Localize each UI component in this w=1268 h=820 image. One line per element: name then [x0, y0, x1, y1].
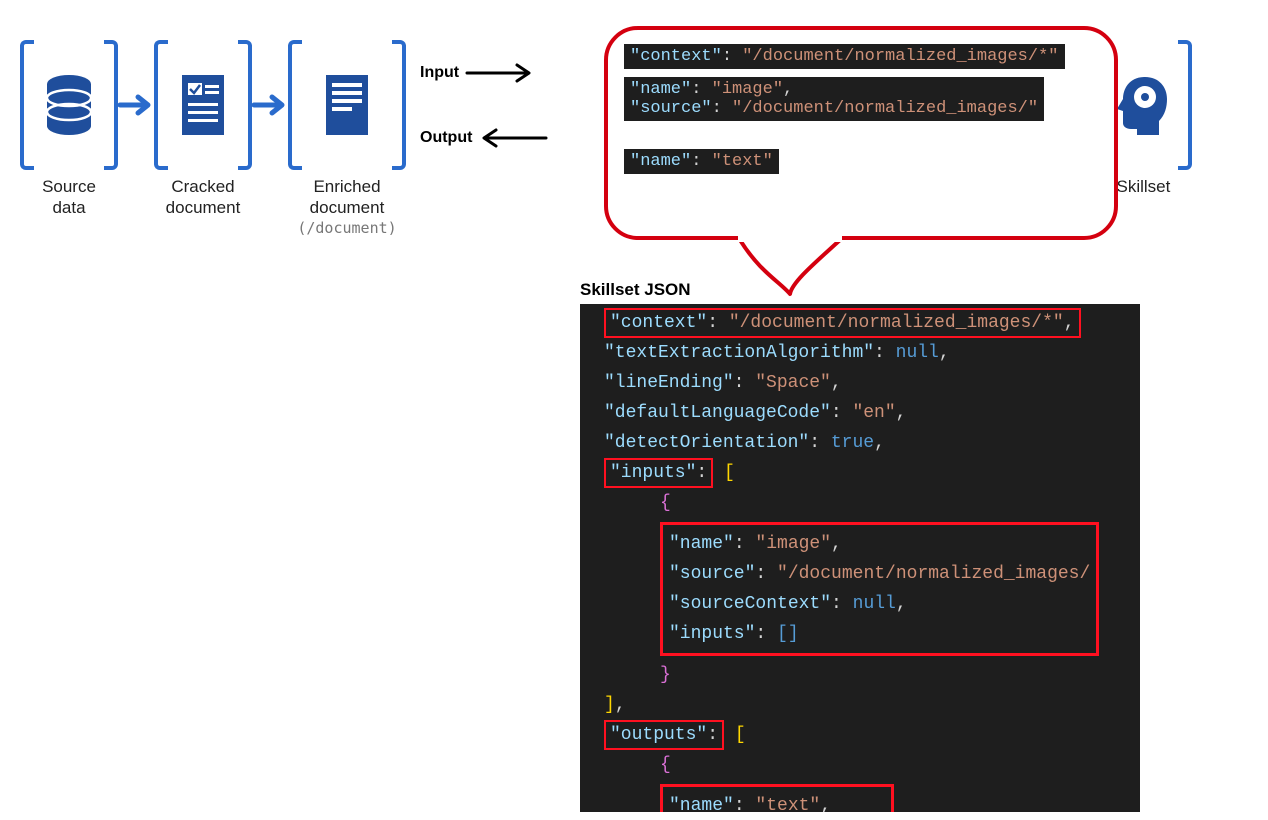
- io-column: Input Output: [420, 40, 548, 170]
- json-outputs-block-highlight: "name": "text", "targetName": "text": [660, 784, 894, 812]
- json-inputs-highlight: "inputs":: [604, 458, 713, 488]
- enriched-document-label: Enricheddocument (/document): [297, 176, 396, 237]
- stage-cracked-document: Crackeddocument: [154, 40, 252, 219]
- cracked-document-label: Crackeddocument: [166, 176, 241, 219]
- arrow-1: [118, 40, 154, 170]
- stage-source-data: Sourcedata: [20, 40, 118, 219]
- bubble-tail: [720, 232, 860, 302]
- database-icon: [43, 74, 95, 136]
- arrow-2: [252, 40, 288, 170]
- output-arrow-icon: [478, 127, 548, 149]
- json-context-highlight: "context": "/document/normalized_images/…: [604, 308, 1081, 338]
- skillset-label: Skillset: [1116, 176, 1170, 197]
- input-arrow-icon: [465, 62, 535, 84]
- json-inputs-block-highlight: "name": "image", "source": "/document/no…: [660, 522, 1099, 656]
- json-panel: "context": "/document/normalized_images/…: [580, 304, 1140, 812]
- output-label: Output: [420, 129, 472, 147]
- bubble-input-block: "name": "image","source": "/document/nor…: [624, 77, 1044, 121]
- bubble-output-line: "name": "text": [624, 149, 779, 174]
- enriched-document-text: Enricheddocument: [310, 177, 385, 217]
- source-data-label: Sourcedata: [42, 176, 96, 219]
- json-outputs-highlight: "outputs":: [604, 720, 724, 750]
- cognitive-head-icon: [1115, 73, 1171, 137]
- stage-enriched-document: Enricheddocument (/document): [288, 40, 406, 237]
- enriched-document-sub: (/document): [297, 219, 396, 238]
- skillset-json-title: Skillset JSON: [580, 280, 691, 300]
- bubble-context-line: "context": "/document/normalized_images/…: [624, 44, 1065, 69]
- callout-bubble: "context": "/document/normalized_images/…: [604, 26, 1118, 240]
- document-lines-icon: [322, 73, 372, 137]
- input-label: Input: [420, 64, 459, 82]
- checklist-document-icon: [178, 73, 228, 137]
